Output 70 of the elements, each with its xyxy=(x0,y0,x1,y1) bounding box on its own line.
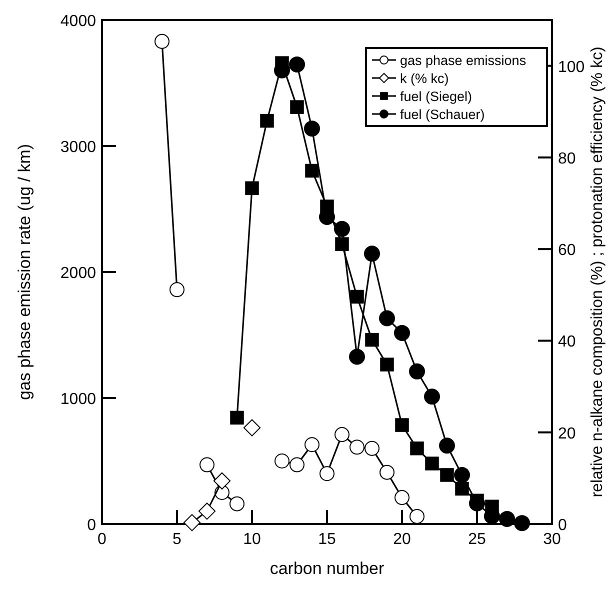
point xyxy=(425,456,439,470)
y-axis-title: gas phase emission rate (ug / km) xyxy=(15,144,34,400)
legend-label: k (% kc) xyxy=(400,71,449,86)
legend-label: gas phase emissions xyxy=(400,53,526,68)
point xyxy=(198,502,216,520)
point xyxy=(439,438,455,454)
y2-tick-label: 80 xyxy=(558,150,576,168)
point xyxy=(260,114,274,128)
point xyxy=(245,181,259,196)
point xyxy=(499,510,515,527)
point xyxy=(395,418,409,432)
x-tick-label: 30 xyxy=(543,531,561,548)
point xyxy=(379,310,395,326)
x-tick-label: 20 xyxy=(393,531,411,548)
point xyxy=(289,56,305,72)
point xyxy=(290,457,304,472)
y2-axis-title: relative n-alkane composition (%) ; protonation efficiency (% kc) xyxy=(589,46,606,498)
point xyxy=(304,437,320,452)
point xyxy=(154,34,170,49)
point xyxy=(394,490,410,506)
point xyxy=(380,464,394,480)
point xyxy=(304,120,320,137)
y-tick-label: 3000 xyxy=(60,139,96,156)
point xyxy=(305,164,319,178)
y2-tick-label: 0 xyxy=(558,517,567,534)
point xyxy=(380,358,394,372)
y-tick-label: 0 xyxy=(87,517,96,534)
point xyxy=(230,410,244,425)
point xyxy=(410,442,424,456)
point xyxy=(274,454,290,468)
legend-label: fuel (Siegel) xyxy=(400,89,472,104)
point xyxy=(409,363,425,380)
point xyxy=(350,440,364,455)
point xyxy=(349,348,365,365)
point xyxy=(514,515,530,532)
point xyxy=(170,282,184,298)
x-axis-title: carbon number xyxy=(270,559,385,578)
legend-label: fuel (Schauer) xyxy=(400,107,485,122)
point xyxy=(350,290,364,304)
point xyxy=(440,468,454,482)
y-tick-label: 1000 xyxy=(60,391,96,408)
point xyxy=(454,466,470,483)
x-tick-label: 10 xyxy=(243,531,261,548)
point xyxy=(365,332,379,347)
y-tick-label: 2000 xyxy=(60,265,96,282)
y-tick-label: 4000 xyxy=(60,13,96,30)
point xyxy=(230,496,244,512)
point xyxy=(320,466,334,482)
point xyxy=(455,482,469,496)
x-tick-label: 15 xyxy=(318,531,336,548)
y2-tick-label: 40 xyxy=(558,334,576,351)
x-tick-label: 5 xyxy=(172,531,182,548)
point xyxy=(364,440,380,456)
point xyxy=(183,514,201,532)
x-tick-label: 25 xyxy=(468,531,486,548)
y2-tick-label: 60 xyxy=(558,242,576,260)
point xyxy=(213,472,231,490)
point xyxy=(394,324,410,341)
x-tick-label: 0 xyxy=(98,531,107,548)
y2-tick-label: 20 xyxy=(558,425,576,442)
point xyxy=(335,237,349,251)
point xyxy=(290,100,304,114)
point xyxy=(243,419,261,436)
y2-tick-label: 100 xyxy=(558,58,585,76)
point xyxy=(334,220,350,237)
point xyxy=(334,427,350,442)
point xyxy=(410,508,424,524)
point xyxy=(424,388,440,405)
point xyxy=(364,246,380,262)
point xyxy=(200,457,214,472)
